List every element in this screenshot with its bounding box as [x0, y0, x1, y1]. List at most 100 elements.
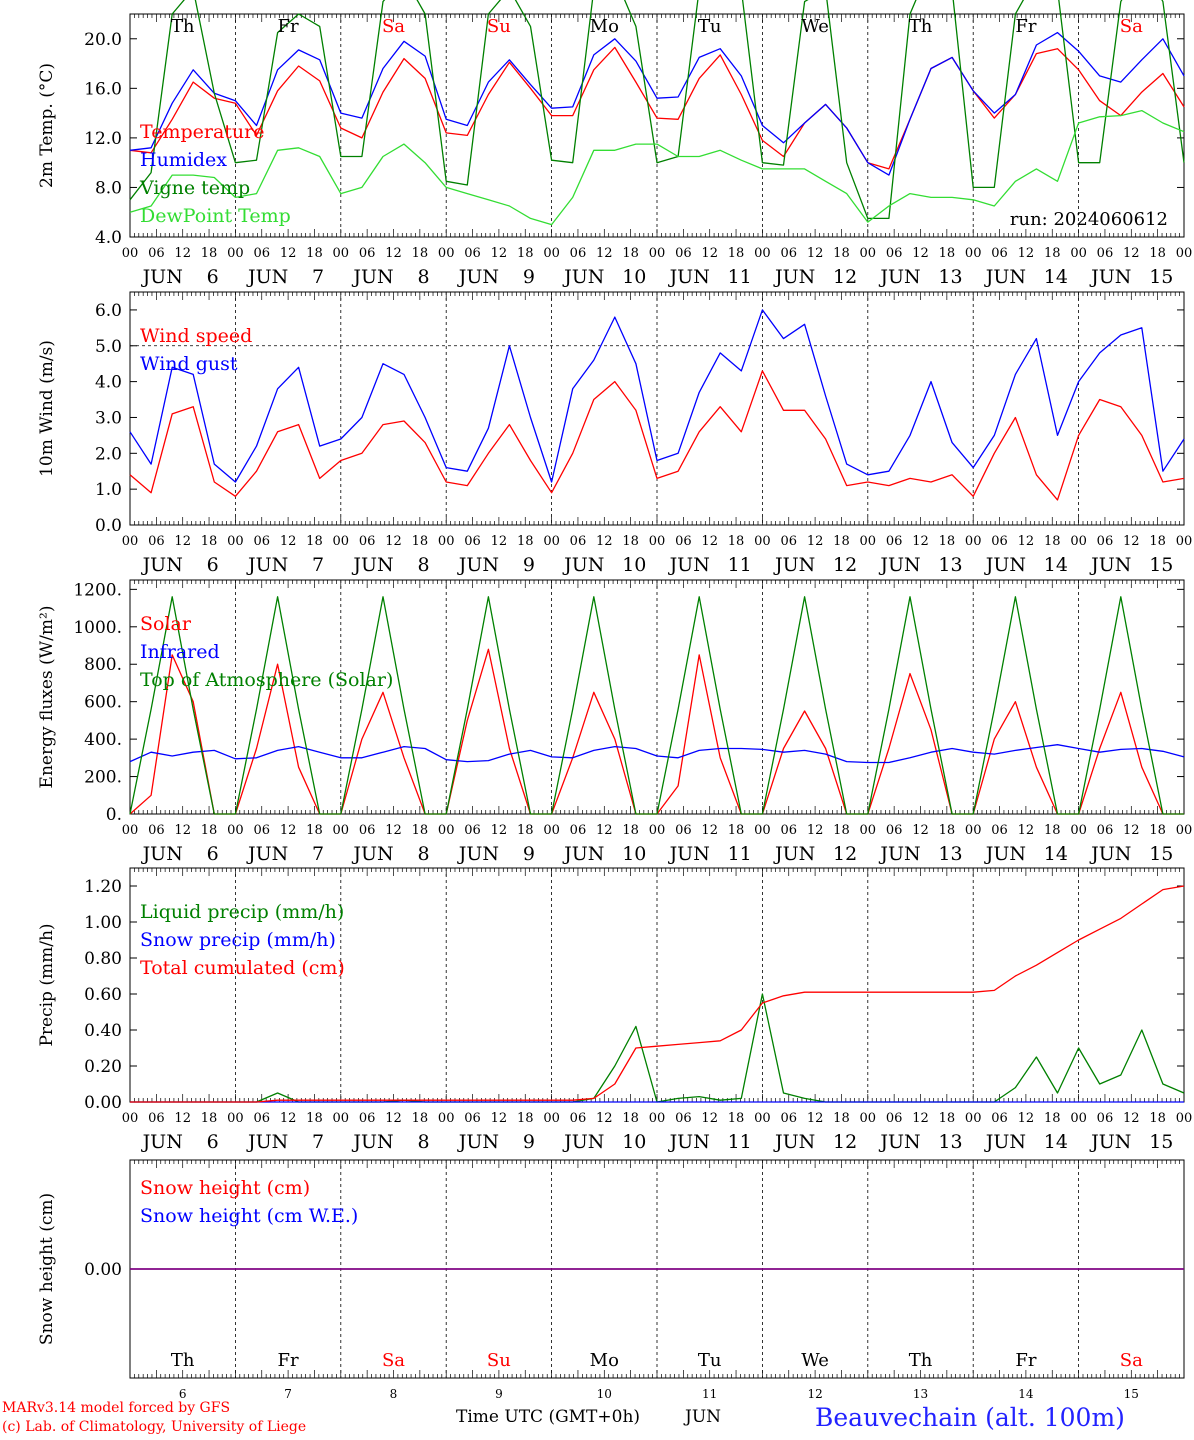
hour-tick-label: 18: [201, 823, 218, 838]
weekday-label: Sa: [382, 1350, 405, 1371]
hour-tick-label: 18: [412, 534, 429, 549]
day-label: 13: [913, 1387, 928, 1400]
model-credit: MARv3.14 model forced by GFS: [2, 1400, 231, 1416]
y-tick-label: 8.0: [95, 178, 122, 198]
hour-tick-label: 18: [728, 1111, 745, 1126]
hour-tick-label: 00: [649, 246, 666, 261]
series-wind-gust: [129, 309, 1185, 483]
day-label: 14: [1044, 1131, 1068, 1153]
y-tick-label: 2.0: [95, 444, 122, 464]
hour-tick-label: 00: [227, 1111, 244, 1126]
hour-tick-label: 12: [1018, 823, 1035, 838]
hour-tick-label: 00: [860, 246, 877, 261]
day-label: 9: [523, 1131, 535, 1153]
hour-tick-label: 18: [1149, 246, 1166, 261]
hour-tick-label: 12: [280, 1111, 297, 1126]
hour-tick-label: 00: [649, 823, 666, 838]
hour-tick-label: 12: [596, 534, 613, 549]
day-label: 10: [622, 1131, 646, 1153]
weekday-label: Su: [487, 16, 511, 37]
hour-tick-label: 06: [1097, 246, 1114, 261]
day-label: 10: [622, 266, 646, 288]
y-tick-label: 5.0: [95, 337, 122, 357]
hour-tick-label: 00: [333, 823, 350, 838]
hour-tick-label: 06: [675, 823, 692, 838]
hour-tick-label: 00: [754, 1111, 771, 1126]
weekday-label: Tu: [698, 1350, 722, 1371]
month-label: JUN: [141, 266, 183, 288]
day-label: 8: [417, 1131, 429, 1153]
month-label: JUN: [984, 266, 1026, 288]
month-label: JUN: [878, 266, 920, 288]
hour-tick-label: 18: [306, 1111, 323, 1126]
weekday-label: Fr: [278, 1350, 299, 1371]
hour-tick-label: 12: [1018, 1111, 1035, 1126]
hour-tick-label: 00: [438, 1111, 455, 1126]
hour-tick-label: 00: [333, 246, 350, 261]
hour-tick-label: 06: [359, 534, 376, 549]
hour-tick-label: 18: [1044, 246, 1061, 261]
hour-tick-label: 06: [570, 1111, 587, 1126]
hour-tick-label: 06: [886, 1111, 903, 1126]
hour-tick-label: 00: [1176, 246, 1193, 261]
month-label: JUN: [773, 554, 815, 576]
hour-tick-label: 06: [148, 1111, 165, 1126]
hour-tick-label: 06: [1097, 1111, 1114, 1126]
hour-tick-label: 06: [675, 534, 692, 549]
hour-tick-label: 12: [1123, 823, 1140, 838]
month-label: JUN: [562, 1131, 604, 1153]
hour-tick-label: 18: [833, 534, 850, 549]
hour-tick-label: 00: [754, 246, 771, 261]
day-label: 9: [523, 843, 535, 865]
hour-tick-label: 06: [359, 823, 376, 838]
hour-tick-label: 06: [780, 823, 797, 838]
hour-tick-label: 00: [227, 823, 244, 838]
day-label: 6: [207, 266, 219, 288]
legend-entry: Wind gust: [140, 353, 238, 375]
weekday-label: Fr: [278, 16, 299, 37]
day-label: 9: [523, 554, 535, 576]
series-wind-speed: [129, 370, 1185, 501]
hour-tick-label: 18: [517, 246, 534, 261]
y-tick-label: 0.: [106, 805, 122, 825]
legend-entry: Snow height (cm): [140, 1177, 310, 1199]
hour-tick-label: 06: [253, 534, 270, 549]
y-tick-label: 1.00: [84, 913, 122, 933]
month-label: JUN: [457, 843, 499, 865]
hour-tick-label: 06: [886, 534, 903, 549]
hour-tick-label: 18: [939, 823, 956, 838]
y-axis-title: 10m Wind (m/s): [37, 340, 57, 477]
day-label: 10: [597, 1387, 612, 1400]
series-vigne-temp: [129, 0, 1185, 220]
legend-entry: Liquid precip (mm/h): [140, 901, 344, 923]
y-axis-title: 2m Temp. (°C): [37, 63, 57, 188]
day-label: 12: [833, 266, 857, 288]
series-dewpoint-temp: [129, 109, 1185, 226]
month-label: JUN: [878, 843, 920, 865]
hour-tick-label: 12: [701, 823, 718, 838]
weekday-label: Mo: [590, 1350, 619, 1371]
hour-tick-label: 00: [122, 1111, 139, 1126]
hour-tick-label: 00: [227, 534, 244, 549]
legend-entry: Vigne temp: [139, 177, 250, 199]
day-label: 13: [938, 266, 962, 288]
y-tick-label: 0.80: [84, 949, 122, 969]
y-tick-label: 0.00: [84, 1093, 122, 1113]
weekday-label: Th: [909, 1350, 933, 1371]
hour-tick-label: 12: [912, 1111, 929, 1126]
hour-tick-label: 12: [1123, 246, 1140, 261]
day-label: 12: [833, 1131, 857, 1153]
legend-entry: Wind speed: [140, 325, 252, 347]
legend-entry: Infrared: [140, 641, 220, 663]
hour-tick-label: 12: [491, 246, 508, 261]
hour-tick-label: 12: [1018, 534, 1035, 549]
hour-tick-label: 12: [385, 246, 402, 261]
hour-tick-label: 06: [464, 823, 481, 838]
y-axis-title: Snow height (cm): [37, 1193, 57, 1345]
y-tick-label: 12.0: [84, 129, 122, 149]
y-tick-label: 1200.: [73, 580, 122, 600]
series-temperature: [129, 46, 1185, 170]
weekday-label: Mo: [590, 16, 619, 37]
month-label: JUN: [562, 266, 604, 288]
hour-tick-label: 12: [596, 246, 613, 261]
